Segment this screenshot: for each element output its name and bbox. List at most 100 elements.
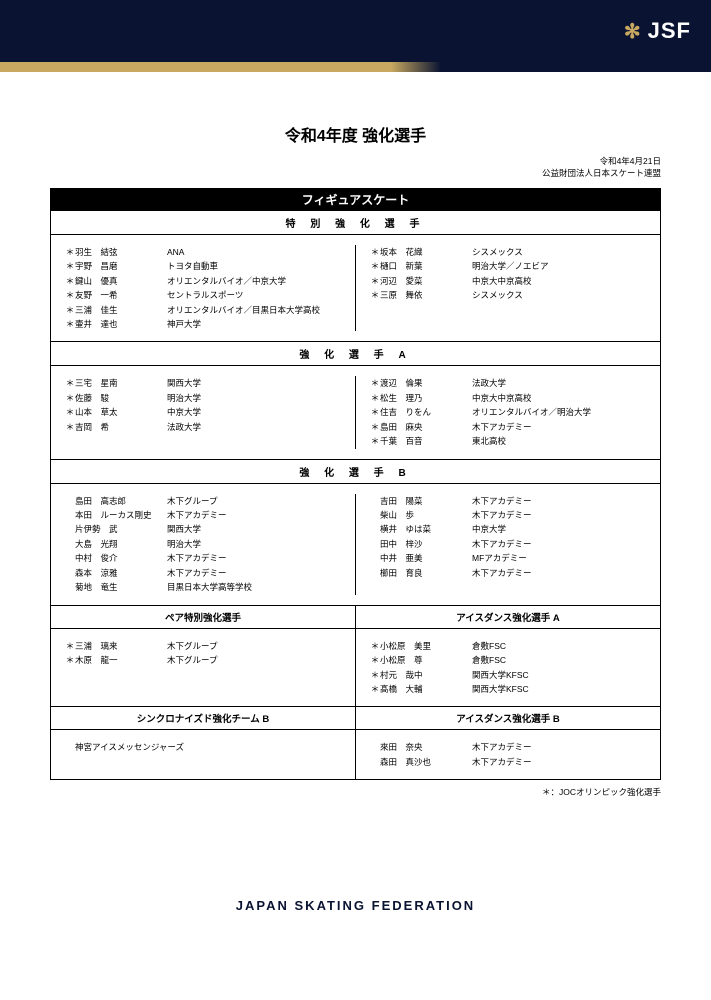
athlete-name: 片伊勢 武 [75,522,167,536]
athlete-name: 小松原 尊 [380,653,472,667]
table-row: 田中 梓沙木下アカデミー [370,537,646,551]
table-row: 森本 涼雅木下アカデミー [65,566,341,580]
affiliation: 木下グループ [167,494,341,508]
split2-header: シンクロナイズド強化チーム B アイスダンス強化選手 B [50,707,661,730]
athlete-name: 小松原 美里 [380,639,472,653]
table-row: ＊河辺 愛菜中京大中京高校 [370,274,646,288]
mark [65,566,75,580]
table-row: ＊松生 理乃中京大中京高校 [370,391,646,405]
affiliation: 明治大学 [167,391,341,405]
mark: ＊ [370,434,380,448]
athlete-name: 樋口 新葉 [380,259,472,273]
mark: ＊ [65,391,75,405]
athlete-name: 中村 俊介 [75,551,167,565]
affiliation: 木下アカデミー [472,494,646,508]
affiliation: 中京大学 [472,522,646,536]
date-text: 令和4年4月21日 [50,156,661,168]
affiliation: ANA [167,245,341,259]
mark [370,566,380,580]
discipline-bar: フィギュアスケート [50,188,661,211]
athlete-name: 森本 涼雅 [75,566,167,580]
athlete-name: 渡辺 倫果 [380,376,472,390]
mark: ＊ [370,288,380,302]
mark [65,551,75,565]
logo-text: JSF [648,18,691,44]
athlete-name: 本田 ルーカス剛史 [75,508,167,522]
athlete-name: 三浦 佳生 [75,303,167,317]
affiliation: 倉敷FSC [472,639,646,653]
athlete-name: 三原 舞依 [380,288,472,302]
legend-note: ＊：JOCオリンピック強化選手 [50,786,661,798]
athlete-name: 羽生 結弦 [75,245,167,259]
athlete-name: 坂本 花織 [380,245,472,259]
mark [370,537,380,551]
table-row: ＊木原 龍一木下グループ [65,653,341,667]
affiliation: 法政大学 [167,420,341,434]
table-row: ＊羽生 結弦ANA [65,245,341,259]
mark: ＊ [65,303,75,317]
org-text: 公益財団法人日本スケート連盟 [50,168,661,180]
affiliation: 中京大中京高校 [472,274,646,288]
content-area: 令和4年度 強化選手 令和4年4月21日 公益財団法人日本スケート連盟 フィギュ… [0,62,711,818]
table-row: ＊鍵山 優真オリエンタルバイオ／中京大学 [65,274,341,288]
affiliation: トヨタ自動車 [167,259,341,273]
pair-header: ペア特別強化選手 [51,606,355,628]
page-header: ✻ JSF [0,0,711,62]
athlete-name: 吉岡 希 [75,420,167,434]
affiliation: 倉敷FSC [472,653,646,667]
athlete-name: 友野 一希 [75,288,167,302]
athlete-name: 壷井 達也 [75,317,167,331]
affiliation: 木下アカデミー [472,420,646,434]
affiliation: 木下アカデミー [472,566,646,580]
table-row: 神宮アイスメッセンジャーズ [65,740,341,754]
mark: ＊ [65,274,75,288]
affiliation: 東北高校 [472,434,646,448]
star-icon: ✻ [624,19,642,44]
table-row: 片伊勢 武関西大学 [65,522,341,536]
table-row: 櫛田 育良木下アカデミー [370,566,646,580]
table-row: ＊佐藤 駿明治大学 [65,391,341,405]
table-row: ＊髙橋 大輔関西大学KFSC [370,682,646,696]
affiliation: 目黒日本大学高等学校 [167,580,341,594]
affiliation: 中京大中京高校 [472,391,646,405]
mark: ＊ [370,245,380,259]
affiliation: 木下アカデミー [472,537,646,551]
mark: ＊ [65,376,75,390]
table-row: 横井 ゆは菜中京大学 [370,522,646,536]
split1-header: ペア特別強化選手 アイスダンス強化選手 A [50,606,661,629]
athlete-name: 三浦 璃来 [75,639,167,653]
athlete-name: 鍵山 優真 [75,274,167,288]
table-row: ＊三宅 星南関西大学 [65,376,341,390]
table-row: 森田 真沙也木下アカデミー [370,755,646,769]
mark: ＊ [370,668,380,682]
meta-block: 令和4年4月21日 公益財団法人日本スケート連盟 [50,156,661,180]
category-body: ＊三宅 星南関西大学＊佐藤 駿明治大学＊山本 草太中京大学＊吉岡 希法政大学＊渡… [50,366,661,459]
mark: ＊ [370,653,380,667]
mark [65,494,75,508]
table-row: ＊坂本 花織シスメックス [370,245,646,259]
athlete-name: 大島 光翔 [75,537,167,551]
mark: ＊ [370,274,380,288]
category-header: 特 別 強 化 選 手 [50,211,661,235]
mark [65,522,75,536]
affiliation: 木下アカデミー [472,508,646,522]
mark: ＊ [65,639,75,653]
athlete-name: 菊地 竜生 [75,580,167,594]
affiliation: 明治大学／ノエビア [472,259,646,273]
athlete-name: 田中 梓沙 [380,537,472,551]
mark: ＊ [370,391,380,405]
affiliation: 木下アカデミー [472,740,646,754]
affiliation: シスメックス [472,288,646,302]
icedance-b-header: アイスダンス強化選手 B [355,707,660,729]
mark: ＊ [370,639,380,653]
table-row: ＊三浦 佳生オリエンタルバイオ／目黒日本大学高校 [65,303,341,317]
table-row: ＊壷井 達也神戸大学 [65,317,341,331]
athlete-name: 宇野 昌磨 [75,259,167,273]
mark: ＊ [370,259,380,273]
table-row: ＊山本 草太中京大学 [65,405,341,419]
table-row: 大島 光翔明治大学 [65,537,341,551]
affiliation: 明治大学 [167,537,341,551]
table-row: ＊住吉 りをんオリエンタルバイオ／明治大学 [370,405,646,419]
mark: ＊ [370,376,380,390]
table-row: 中井 亜美MFアカデミー [370,551,646,565]
